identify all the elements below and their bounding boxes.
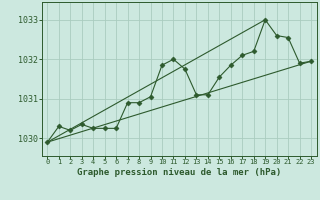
X-axis label: Graphe pression niveau de la mer (hPa): Graphe pression niveau de la mer (hPa): [77, 168, 281, 177]
